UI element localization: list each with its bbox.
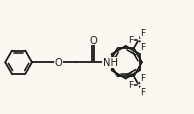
Text: F: F <box>140 29 145 38</box>
Text: O: O <box>55 58 63 68</box>
Text: F: F <box>128 81 133 90</box>
Text: F: F <box>140 88 145 97</box>
Text: F: F <box>140 43 145 52</box>
Text: F: F <box>140 74 145 83</box>
Text: O: O <box>89 36 97 45</box>
Text: F: F <box>128 36 133 45</box>
Text: NH: NH <box>103 58 118 68</box>
